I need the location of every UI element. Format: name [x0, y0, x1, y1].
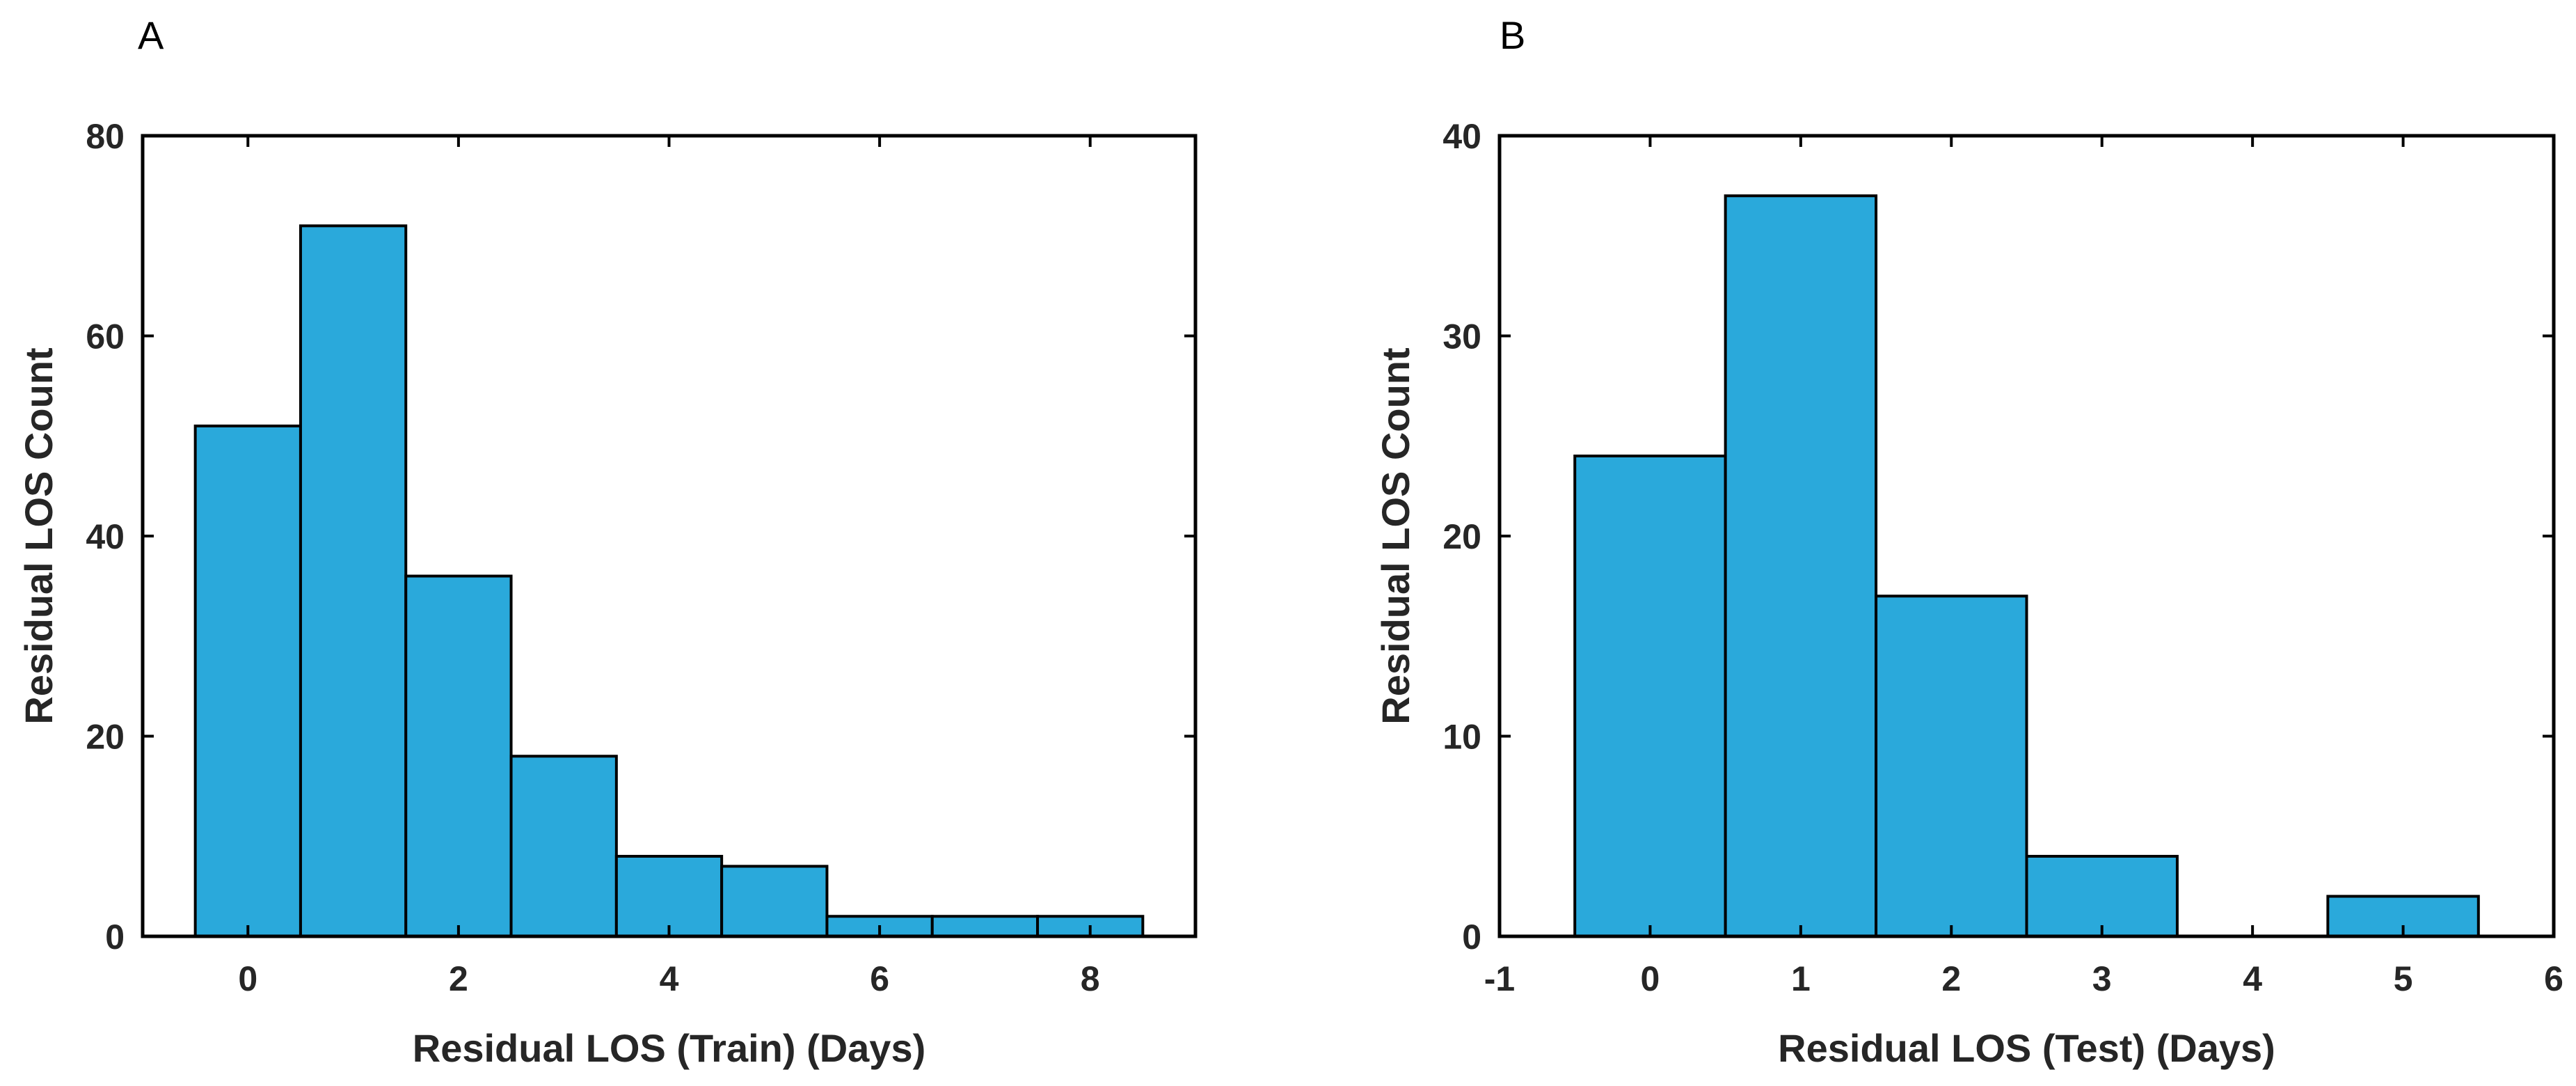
y-tick-label: 60	[86, 317, 125, 356]
y-tick-label: 10	[1442, 718, 1481, 757]
histogram-bar	[614, 855, 724, 938]
y-tick-label: 0	[105, 918, 125, 957]
x-axis-label: Residual LOS (Train) (Days)	[413, 1026, 926, 1070]
y-tick-label: 40	[86, 517, 125, 556]
x-axis-label: Residual LOS (Test) (Days)	[1778, 1026, 2275, 1070]
panel-label-b: B	[1500, 13, 1525, 57]
x-tick-label: 0	[238, 959, 257, 998]
x-tick-label: 2	[1941, 959, 1961, 998]
histogram-bar	[2025, 855, 2179, 938]
x-tick-label: -1	[1484, 959, 1515, 998]
histogram-bar	[1724, 194, 1878, 938]
histogram-bar	[1573, 455, 1727, 938]
histogram-bar	[930, 915, 1040, 938]
y-axis-label: Residual LOS Count	[1374, 347, 1417, 724]
x-tick-label: 2	[449, 959, 468, 998]
histogram-bar	[404, 574, 513, 938]
x-tick-label: 5	[2394, 959, 2413, 998]
histogram-bar	[1875, 595, 2028, 938]
y-tick-label: 40	[1442, 117, 1481, 156]
x-tick-label: 1	[1791, 959, 1811, 998]
y-tick-label: 20	[1442, 517, 1481, 556]
x-tick-label: 8	[1081, 959, 1100, 998]
x-tick-label: 3	[2092, 959, 2112, 998]
x-tick-label: 6	[870, 959, 889, 998]
x-tick-label: 4	[2243, 959, 2262, 998]
y-tick-label: 0	[1462, 918, 1481, 957]
x-tick-label: 0	[1641, 959, 1660, 998]
panel-label-a: A	[138, 13, 164, 57]
histogram-bar	[299, 224, 408, 938]
histogram-bar	[2326, 895, 2480, 938]
y-tick-label: 30	[1442, 317, 1481, 356]
histogram-bar	[509, 755, 618, 938]
x-tick-label: 4	[660, 959, 679, 998]
histogram-bar	[193, 424, 302, 938]
y-axis-label: Residual LOS Count	[17, 347, 61, 724]
x-tick-label: 6	[2544, 959, 2563, 998]
histogram-bar	[720, 865, 829, 938]
y-tick-label: 80	[86, 117, 125, 156]
y-tick-label: 20	[86, 718, 125, 757]
